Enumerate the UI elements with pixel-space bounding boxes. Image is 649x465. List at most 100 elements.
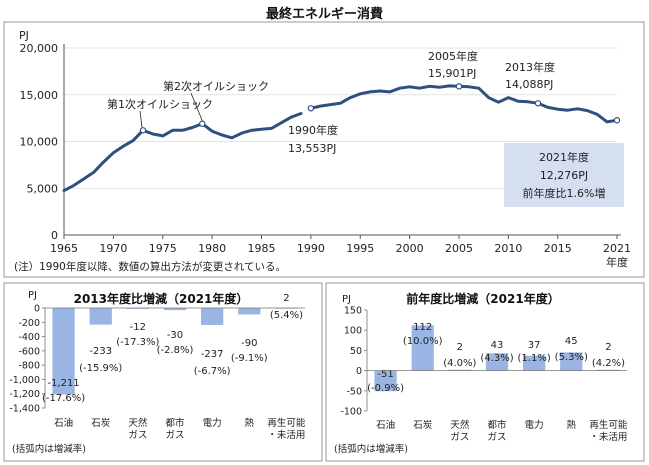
y-tick-label: 5,000: [27, 182, 59, 195]
annotation-oil-shock-1: 第1次オイルショック: [107, 97, 213, 111]
bar-category-label: 都市: [487, 419, 507, 431]
bar-y-tick-label: -200: [18, 318, 40, 329]
bar-value-label: -237: [201, 349, 224, 360]
bar-value-label: 112: [413, 322, 432, 333]
bar-value-label: 37: [528, 340, 541, 351]
bar-y-tick-label: -800: [18, 361, 40, 372]
bar-y-tick-label: -1,000: [9, 375, 40, 386]
figure-title: 最終エネルギー消費: [265, 7, 383, 22]
annotation-1990-year: 1990年度: [288, 123, 338, 137]
bar: [597, 369, 620, 371]
bar-y-tick-label: -100: [340, 407, 362, 418]
highlight-point: [534, 100, 542, 107]
bar: [52, 308, 75, 395]
series-line-1: [62, 112, 303, 193]
bar-category-label: 熱: [245, 417, 255, 429]
x-tick-label: 1965: [50, 242, 78, 255]
bar-category-label: ガス: [165, 430, 184, 441]
x-tick-label: 2005: [445, 242, 473, 255]
bar-category-label: 石油: [54, 417, 73, 429]
y-tick-label: 20,000: [20, 42, 59, 55]
x-axis-unit: 年度: [606, 255, 628, 269]
bar-y-tick-label: 150: [344, 306, 362, 317]
x-tick-label: 1980: [198, 242, 226, 255]
bar-value-label: -90: [241, 338, 257, 349]
bar: [238, 308, 261, 315]
highlight-point: [307, 105, 315, 112]
bar-y-tick-label: -600: [18, 346, 40, 357]
annotation-2013-value: 14,088PJ: [505, 78, 553, 91]
line-chart-note: (注）1990年度以降、数値の算出方法が変更されている。: [14, 260, 286, 273]
bar-rate-label: (-15.9%): [79, 363, 122, 374]
bar-category-label: 天然: [128, 417, 148, 429]
bar-chart-2-title: 前年度比増減（2021年度）: [406, 292, 560, 306]
bar: [448, 369, 471, 371]
bar-chart-note: (括弧内は増減率): [334, 443, 408, 455]
callout-change: 前年度比1.6%増: [523, 186, 606, 200]
annotation-2005-year: 2005年度: [428, 49, 478, 63]
bar-rate-label: (10.0%): [403, 336, 443, 347]
bar-y-tick-label: -400: [18, 332, 40, 343]
x-tick-label: 1985: [248, 242, 276, 255]
bar-value-label: 43: [491, 340, 504, 351]
bar-category-label: 石炭: [413, 420, 433, 431]
bar-value-label: -1,211: [47, 378, 79, 389]
bar-y-tick-label: 100: [344, 326, 362, 337]
bar: [201, 308, 224, 325]
bar-value-label: 45: [565, 336, 578, 347]
bar-category-label: 石油: [376, 419, 395, 431]
y-tick-label: 10,000: [20, 136, 59, 149]
x-tick-label: 1975: [149, 242, 177, 255]
bar: [163, 308, 187, 311]
bar-category-label: ・未活用: [267, 429, 305, 441]
bar-rate-label: (-6.7%): [194, 366, 231, 377]
bar-rate-label: (-17.6%): [42, 393, 85, 404]
bar: [523, 355, 546, 371]
highlight-point: [139, 127, 147, 134]
bar: [411, 325, 434, 371]
bar-category-label: 石炭: [91, 418, 111, 429]
bar-chart-2-frame: [325, 282, 645, 462]
bar-category-label: ガス: [487, 432, 506, 443]
y-axis-unit: PJ: [19, 29, 29, 42]
callout-box: [504, 143, 624, 207]
annotation-leader: [139, 110, 143, 128]
bar-value-label: 2: [283, 293, 289, 304]
bar-rate-label: (1.1%): [518, 353, 551, 364]
bar-rate-label: (-2.8%): [157, 345, 194, 356]
bar-category-label: 熱: [567, 419, 577, 431]
bar-chart-note: (括弧内は増減率): [12, 443, 86, 455]
bar-value-label: 2: [457, 342, 463, 353]
highlight-point: [613, 117, 621, 124]
bar-category-label: ガス: [450, 432, 469, 443]
x-tick-label: 2010: [494, 242, 522, 255]
bar-category-label: 再生可能: [267, 417, 306, 429]
bar: [89, 308, 112, 325]
bar-category-label: 電力: [203, 417, 222, 429]
highlight-point: [199, 120, 206, 127]
bar-rate-label: (5.4%): [270, 310, 303, 321]
bar-rate-label: (-9.1%): [231, 353, 268, 364]
annotation-2013-year: 2013年度: [505, 60, 555, 74]
bar-rate-label: (-17.3%): [116, 337, 159, 348]
bar-value-label: -30: [167, 330, 183, 341]
bar-y-axis-unit: PJ: [342, 294, 351, 305]
x-tick-label: 1995: [346, 242, 374, 255]
bar-y-tick-label: -1,200: [9, 389, 40, 400]
annotation-1990-value: 13,553PJ: [288, 142, 336, 155]
bar-category-label: 電力: [525, 419, 544, 431]
x-tick-label: 2021: [603, 242, 631, 255]
bar-chart-1-frame: [3, 282, 323, 462]
bar-value-label: -12: [130, 322, 146, 333]
bar-y-tick-label: -50: [346, 386, 362, 397]
bar: [374, 370, 397, 392]
x-tick-label: 1990: [297, 242, 325, 255]
bar-value-label: -51: [377, 369, 393, 380]
bar-category-label: 天然: [450, 419, 470, 431]
bar-rate-label: (-0.9%): [367, 383, 404, 394]
y-tick-label: 0: [51, 229, 58, 242]
bar-value-label: 2: [605, 342, 611, 353]
line-chart-frame: [3, 21, 645, 278]
